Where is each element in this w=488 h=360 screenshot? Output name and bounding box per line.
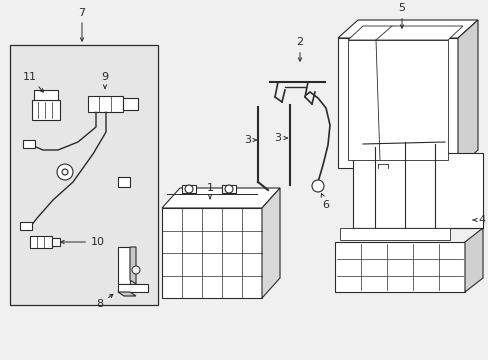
Bar <box>123 98 138 110</box>
Text: 3: 3 <box>274 133 287 143</box>
Text: 9: 9 <box>101 72 108 88</box>
Circle shape <box>57 164 73 180</box>
Polygon shape <box>162 188 280 208</box>
Bar <box>334 242 464 292</box>
Circle shape <box>62 169 68 175</box>
Circle shape <box>132 266 140 274</box>
Bar <box>337 38 457 168</box>
Polygon shape <box>118 292 136 296</box>
Polygon shape <box>337 20 477 38</box>
Circle shape <box>184 185 193 193</box>
Text: 8: 8 <box>96 294 113 309</box>
Bar <box>162 208 262 298</box>
Polygon shape <box>118 247 130 284</box>
Bar <box>34 90 58 100</box>
Bar <box>20 222 32 230</box>
Bar <box>182 185 196 193</box>
Bar <box>118 177 130 187</box>
Text: 2: 2 <box>296 37 303 61</box>
Polygon shape <box>347 26 462 40</box>
Text: 7: 7 <box>78 8 85 18</box>
Bar <box>32 100 60 120</box>
Bar <box>222 185 236 193</box>
Text: 3: 3 <box>244 135 257 145</box>
Text: 4: 4 <box>472 215 485 225</box>
Text: 10: 10 <box>61 237 105 247</box>
Text: 1: 1 <box>206 183 213 199</box>
Bar <box>30 236 52 248</box>
Polygon shape <box>464 228 482 292</box>
Bar <box>52 238 60 246</box>
Bar <box>88 96 123 112</box>
Bar <box>10 45 158 305</box>
Bar <box>347 40 447 160</box>
Polygon shape <box>262 188 280 298</box>
Text: 6: 6 <box>321 194 329 210</box>
Polygon shape <box>457 20 477 168</box>
Bar <box>339 228 449 240</box>
Polygon shape <box>352 153 482 228</box>
Bar <box>23 140 35 148</box>
Text: 5: 5 <box>398 3 405 28</box>
Polygon shape <box>130 247 136 284</box>
Circle shape <box>224 185 232 193</box>
Polygon shape <box>118 284 148 292</box>
Text: 11: 11 <box>23 72 43 92</box>
Circle shape <box>311 180 324 192</box>
